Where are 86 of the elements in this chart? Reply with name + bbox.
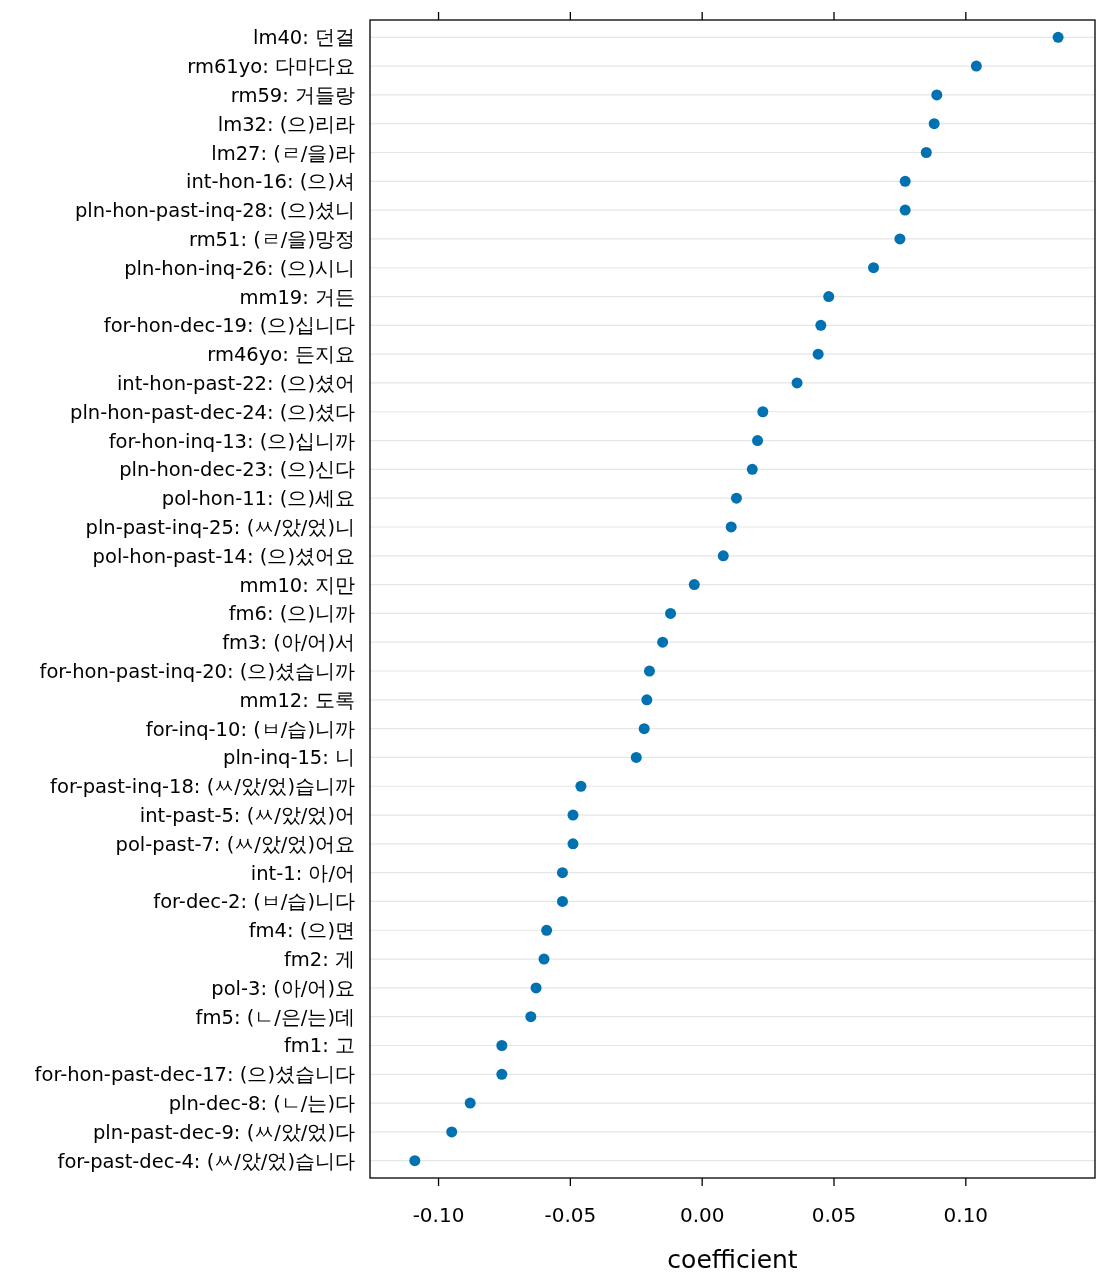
y-tick-label: int-hon-past-22: (으)셨어: [116, 371, 355, 395]
point: [496, 1068, 508, 1080]
y-tick-label: lm27: (ㄹ/을)라: [211, 141, 355, 165]
point: [920, 147, 932, 159]
y-tick-label: for-dec-2: (ㅂ/습)니다: [153, 890, 355, 914]
y-tick-label: pol-hon-11: (으)세요: [161, 487, 355, 511]
point: [730, 492, 742, 504]
y-tick-label: pln-hon-dec-23: (으)신다: [119, 458, 355, 482]
point: [894, 233, 906, 245]
y-tick-label: pln-inq-15: 니: [223, 746, 355, 770]
y-tick-label: for-hon-inq-13: (으)십니까: [108, 429, 355, 453]
point: [630, 751, 642, 763]
x-tick-label: 0.10: [943, 1203, 989, 1227]
y-tick-label: for-hon-dec-19: (으)십니다: [103, 314, 355, 338]
y-tick-label: int-hon-16: (으)셔: [186, 170, 355, 194]
y-tick-label: pln-hon-inq-26: (으)시니: [124, 256, 355, 280]
point: [757, 406, 769, 418]
point: [823, 291, 835, 303]
point: [746, 463, 758, 475]
x-tick-label: 0.00: [679, 1203, 725, 1227]
y-tick-label: pol-past-7: (ㅆ/았/었)어요: [115, 832, 355, 856]
y-tick-label: pln-past-inq-25: (ㅆ/았/었)니: [85, 515, 355, 539]
y-tick-label: mm19: 거든: [239, 285, 355, 309]
point: [567, 809, 579, 821]
y-tick-label: pln-past-dec-9: (ㅆ/았/었)다: [92, 1120, 355, 1144]
x-tick-label: -0.05: [544, 1203, 597, 1227]
point: [928, 118, 940, 130]
y-tick-label: rm51: (ㄹ/을)망정: [188, 227, 355, 251]
point: [717, 550, 729, 562]
y-tick-label: pln-hon-past-dec-24: (으)셨다: [70, 400, 355, 424]
y-tick-label: pol-hon-past-14: (으)셨어요: [92, 544, 355, 568]
y-tick-label: fm3: (아/어)서: [222, 631, 355, 655]
y-tick-label: for-past-dec-4: (ㅆ/았/었)습니다: [57, 1149, 355, 1173]
point: [970, 60, 982, 72]
y-tick-label: for-hon-past-inq-20: (으)셨습니까: [39, 660, 355, 684]
y-tick-label: int-past-5: (ㅆ/았/었)어: [139, 804, 355, 828]
point: [688, 579, 700, 591]
y-tick-label: fm4: (으)면: [248, 919, 355, 943]
point: [725, 521, 737, 533]
y-tick-label: fm1: 고: [283, 1034, 355, 1058]
point: [752, 435, 764, 447]
y-tick-label: pln-hon-past-inq-28: (으)셨니: [74, 199, 355, 223]
point: [899, 204, 911, 216]
point: [791, 377, 803, 389]
point: [899, 175, 911, 187]
y-tick-label: lm40: 던걸: [253, 26, 355, 50]
point: [643, 665, 655, 677]
point: [538, 953, 550, 965]
x-tick-label: -0.10: [412, 1203, 465, 1227]
y-tick-label: fm5: (ㄴ/은/는)데: [195, 1005, 355, 1029]
point: [567, 838, 579, 850]
point: [409, 1155, 421, 1167]
y-tick-label: rm59: 거들랑: [230, 83, 355, 107]
point: [638, 723, 650, 735]
y-tick-label: mm10: 지만: [239, 573, 355, 597]
point: [815, 319, 827, 331]
point: [657, 636, 669, 648]
point: [525, 1011, 537, 1023]
y-tick-label: for-hon-past-dec-17: (으)셨습니다: [34, 1063, 355, 1087]
y-tick-label: pol-3: (아/어)요: [211, 976, 355, 1000]
point: [541, 924, 553, 936]
point: [931, 89, 943, 101]
xlabel: coefficient: [667, 1245, 798, 1274]
y-tick-label: rm46yo: 든지요: [207, 343, 355, 367]
y-tick-label: rm61yo: 다마다요: [187, 55, 355, 79]
y-tick-label: lm32: (으)리라: [217, 112, 355, 136]
point: [556, 867, 568, 879]
y-tick-label: fm6: (으)니까: [228, 602, 355, 626]
y-tick-label: for-past-inq-18: (ㅆ/았/었)습니까: [50, 775, 355, 799]
y-tick-label: pln-dec-8: (ㄴ/는)다: [168, 1092, 355, 1116]
x-tick-label: 0.05: [811, 1203, 857, 1227]
point: [641, 694, 653, 706]
y-tick-label: fm2: 게: [283, 948, 355, 972]
point: [556, 895, 568, 907]
point: [1052, 31, 1064, 43]
point: [530, 982, 542, 994]
point: [464, 1097, 476, 1109]
point: [868, 262, 880, 274]
y-tick-label: int-1: 아/어: [250, 861, 355, 885]
point: [665, 607, 677, 619]
point: [446, 1126, 458, 1138]
y-tick-label: for-inq-10: (ㅂ/습)니까: [145, 717, 355, 741]
y-tick-label: mm12: 도록: [239, 688, 355, 712]
point: [575, 780, 587, 792]
point: [812, 348, 824, 360]
point: [496, 1039, 508, 1051]
